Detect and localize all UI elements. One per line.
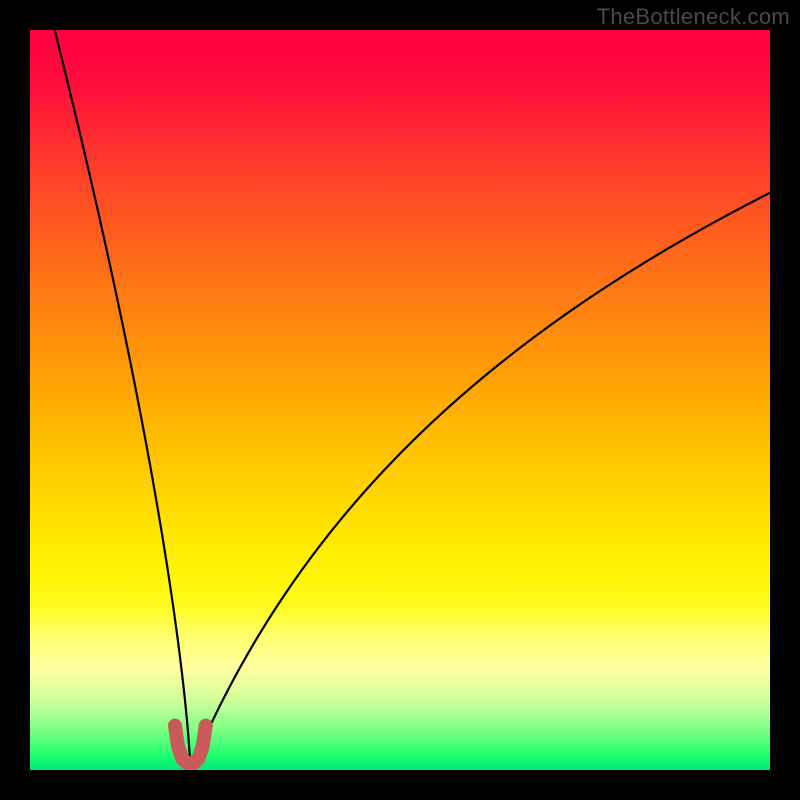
viewport: TheBottleneck.com: [0, 0, 800, 800]
chart-svg: [0, 0, 800, 800]
plot-background: [30, 30, 770, 770]
